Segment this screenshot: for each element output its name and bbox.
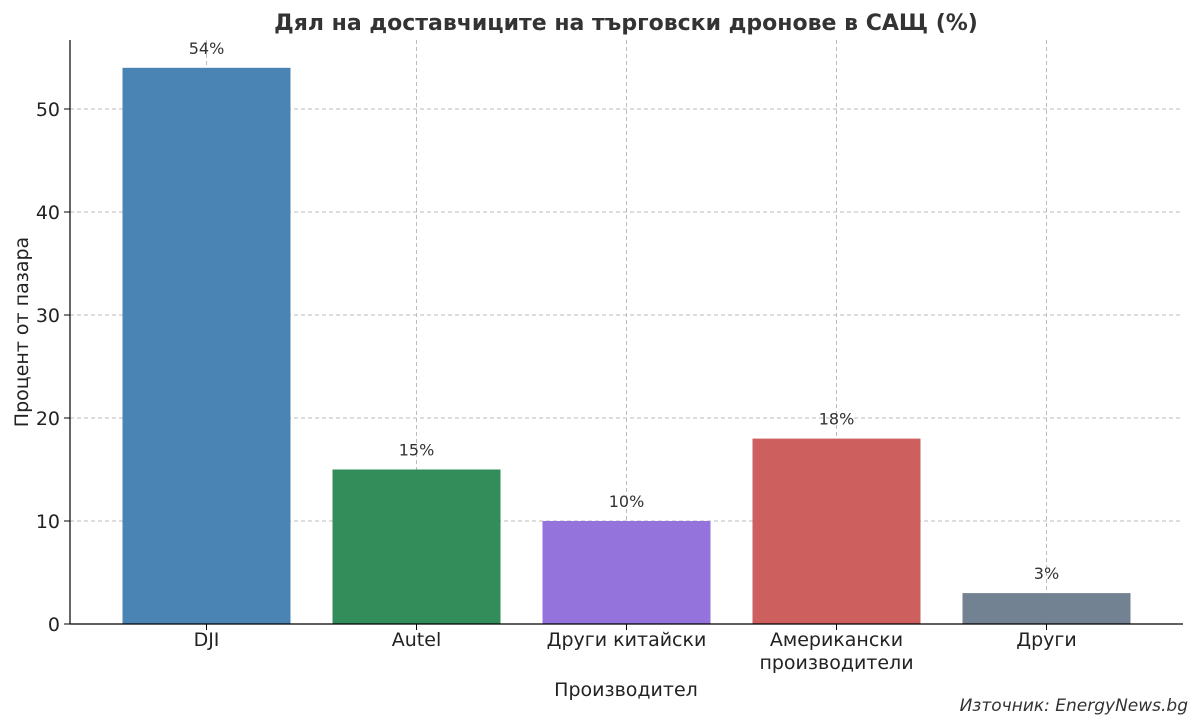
source-note: Източник: EnergyNews.bg <box>959 696 1188 716</box>
x-tick-label: Американски производители <box>759 629 913 674</box>
y-tick-label: 40 <box>36 202 60 224</box>
bars <box>122 67 1131 625</box>
bar-value-label: 18% <box>819 410 855 429</box>
bar <box>122 67 291 625</box>
y-tick-label: 30 <box>36 305 60 327</box>
bar <box>332 469 501 624</box>
x-tick-label: Други китайски <box>547 629 707 651</box>
y-tick-label: 50 <box>36 99 60 121</box>
bar-value-label: 3% <box>1034 564 1059 583</box>
bar-value-label: 10% <box>609 492 645 511</box>
x-tick-label: Други <box>1016 629 1076 651</box>
y-tick-label: 20 <box>36 408 60 430</box>
value-labels: 54% 15% 10% 18% 3% <box>189 39 1059 583</box>
bar <box>752 438 921 624</box>
y-tick-label: 10 <box>36 511 60 533</box>
bar <box>962 593 1131 624</box>
bar-value-label: 54% <box>189 39 225 58</box>
x-tick-label: Autel <box>392 629 441 651</box>
y-tick-label: 0 <box>48 614 60 636</box>
chart-title: Дял на доставчиците на търговски дронове… <box>274 11 978 36</box>
x-tick-labels: DJI Autel Други китайски Американски произво… <box>194 624 1077 674</box>
bar <box>542 521 711 624</box>
y-axis-label: Процент от пазара <box>11 237 33 427</box>
y-tick-labels: 0 10 20 30 40 50 <box>36 99 70 636</box>
x-tick-label: DJI <box>194 629 220 651</box>
bar-value-label: 15% <box>399 441 435 460</box>
x-axis-label: Производител <box>554 679 698 701</box>
